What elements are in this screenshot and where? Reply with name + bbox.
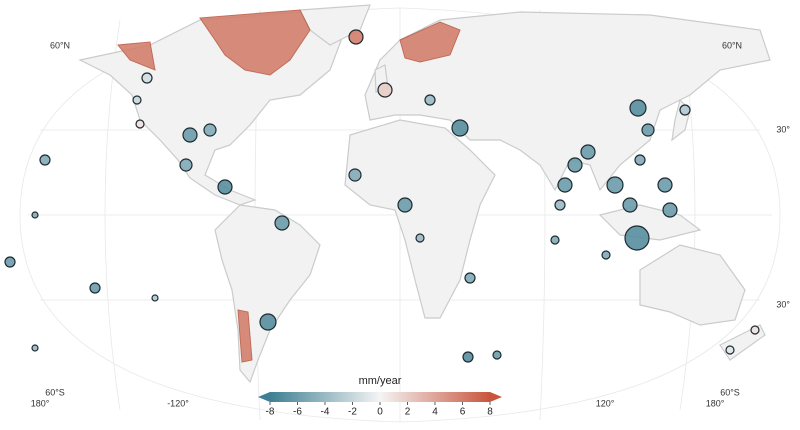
colorbar: mm/year -8 -6 -4 -2 0 2 4 6 8 bbox=[258, 375, 502, 418]
site-marker bbox=[31, 211, 39, 219]
site-marker bbox=[641, 123, 655, 137]
site-marker bbox=[274, 215, 290, 231]
site-marker bbox=[451, 119, 469, 137]
graticule-label: -120° bbox=[167, 398, 189, 408]
site-marker bbox=[601, 250, 611, 260]
graticule-label: 60°S bbox=[45, 387, 65, 397]
site-marker bbox=[397, 197, 413, 213]
site-marker bbox=[203, 123, 217, 137]
graticule-label: 30° bbox=[776, 299, 790, 309]
site-marker bbox=[415, 233, 425, 243]
graticule-label: 120° bbox=[596, 398, 615, 408]
africa bbox=[344, 119, 496, 319]
australia bbox=[639, 244, 746, 326]
colorbar-tick-label: -8 bbox=[266, 407, 275, 418]
graticule-label: 180° bbox=[31, 398, 50, 408]
colorbar-arrow-low bbox=[258, 392, 270, 402]
site-marker bbox=[464, 272, 476, 284]
site-marker bbox=[39, 154, 51, 166]
site-marker bbox=[657, 177, 673, 193]
colorbar-tick-label: 8 bbox=[487, 407, 493, 418]
alaska-uplift bbox=[117, 41, 156, 71]
site-marker bbox=[348, 168, 362, 182]
site-marker bbox=[182, 127, 198, 143]
site-marker bbox=[462, 351, 474, 363]
site-marker bbox=[580, 144, 596, 160]
southeast-asia bbox=[598, 204, 702, 241]
site-marker bbox=[725, 345, 735, 355]
site-marker bbox=[135, 119, 145, 129]
colorbar-tick-label: 2 bbox=[405, 407, 411, 418]
south-america bbox=[214, 204, 321, 384]
site-marker bbox=[662, 202, 678, 218]
site-marker bbox=[259, 313, 277, 331]
site-marker bbox=[377, 82, 393, 98]
canada-uplift bbox=[199, 9, 311, 76]
site-marker bbox=[217, 179, 233, 195]
colorbar-tick-label: 6 bbox=[460, 407, 466, 418]
site-marker bbox=[141, 72, 153, 84]
site-marker bbox=[634, 154, 646, 166]
colorbar-arrow-high bbox=[490, 392, 502, 402]
north-america bbox=[78, 11, 346, 206]
colorbar-tick-label: -2 bbox=[348, 407, 357, 418]
colorbar-tick-label: 4 bbox=[432, 407, 438, 418]
graticule-label: 30° bbox=[776, 124, 790, 134]
colorbar-title: mm/year bbox=[359, 375, 402, 387]
site-marker bbox=[348, 29, 364, 45]
graticule-label: 60°S bbox=[720, 387, 740, 397]
site-marker bbox=[4, 256, 16, 268]
graticule-label: 60°N bbox=[722, 40, 742, 50]
sites bbox=[4, 29, 760, 363]
site-marker bbox=[606, 176, 624, 194]
site-marker bbox=[179, 158, 193, 172]
colorbar-bar bbox=[270, 392, 490, 402]
site-marker bbox=[679, 104, 691, 116]
colorbar-tick-label: 0 bbox=[377, 407, 383, 418]
patagonia-uplift bbox=[237, 309, 253, 363]
site-marker bbox=[624, 225, 650, 251]
uplift-regions bbox=[117, 9, 461, 363]
site-marker bbox=[424, 94, 436, 106]
site-marker bbox=[557, 177, 573, 193]
site-marker bbox=[550, 235, 560, 245]
scandinavia-uplift bbox=[399, 21, 461, 63]
site-marker bbox=[132, 95, 142, 105]
site-marker bbox=[567, 157, 583, 173]
site-marker bbox=[31, 344, 39, 352]
site-marker bbox=[629, 99, 647, 117]
site-marker bbox=[89, 282, 101, 294]
site-marker bbox=[554, 199, 566, 211]
colorbar-tick-label: -4 bbox=[321, 407, 330, 418]
graticule-label: 60°N bbox=[50, 40, 70, 50]
land bbox=[78, 4, 771, 384]
graticule-label: 180° bbox=[706, 398, 725, 408]
site-marker bbox=[750, 325, 760, 335]
site-marker bbox=[622, 197, 638, 213]
site-marker bbox=[492, 350, 502, 360]
site-marker bbox=[151, 294, 159, 302]
colorbar-tick-label: -6 bbox=[293, 407, 302, 418]
